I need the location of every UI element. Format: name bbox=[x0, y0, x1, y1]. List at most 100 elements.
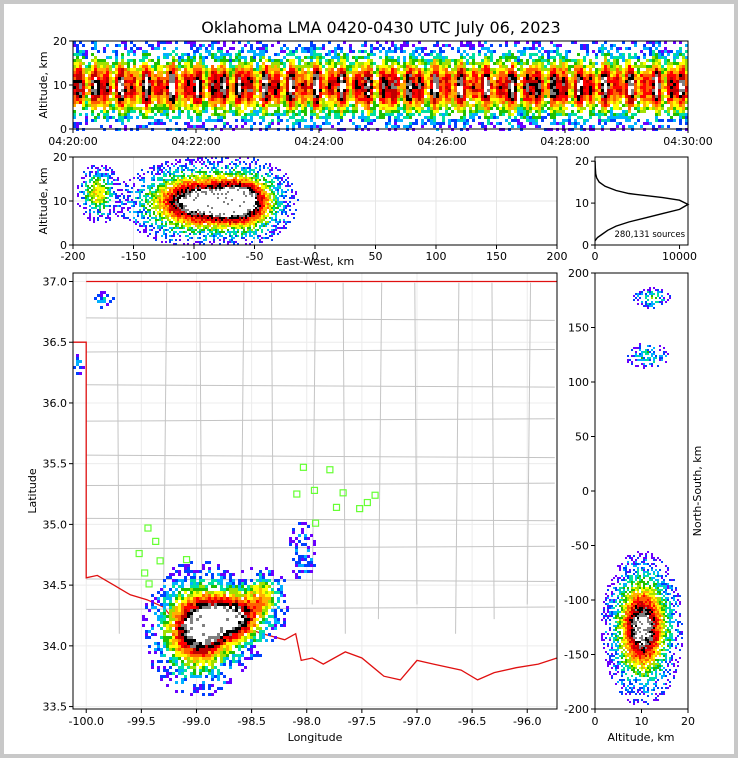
density-cell bbox=[397, 59, 400, 62]
density-cell bbox=[643, 89, 646, 92]
density-cell bbox=[595, 113, 598, 116]
density-cell bbox=[89, 193, 91, 195]
density-cell bbox=[394, 122, 397, 125]
density-cell bbox=[424, 110, 427, 113]
density-cell bbox=[295, 74, 298, 77]
density-cell bbox=[637, 119, 640, 122]
density-cell bbox=[106, 98, 109, 101]
density-cell bbox=[310, 53, 313, 56]
density-cell bbox=[157, 74, 160, 77]
density-cell bbox=[95, 167, 97, 169]
density-cell bbox=[85, 181, 87, 183]
density-cell bbox=[143, 229, 145, 231]
density-cell bbox=[529, 122, 532, 125]
density-cell bbox=[547, 80, 550, 83]
density-cell bbox=[172, 59, 175, 62]
density-cell bbox=[394, 116, 397, 119]
density-cell bbox=[421, 47, 424, 50]
density-cell bbox=[631, 113, 634, 116]
density-cell bbox=[145, 213, 147, 215]
density-cell bbox=[406, 77, 409, 80]
density-cell bbox=[676, 56, 679, 59]
density-cell bbox=[610, 80, 613, 83]
density-cell bbox=[103, 189, 105, 191]
density-cell bbox=[592, 110, 595, 113]
density-cell bbox=[505, 65, 508, 68]
density-cell bbox=[238, 59, 241, 62]
density-cell bbox=[361, 86, 364, 89]
density-cell bbox=[412, 95, 415, 98]
density-cell bbox=[649, 47, 652, 50]
density-cell bbox=[112, 71, 115, 74]
density-cell bbox=[568, 86, 571, 89]
density-cell bbox=[151, 183, 153, 185]
density-cell bbox=[328, 110, 331, 113]
density-cell bbox=[334, 110, 337, 113]
density-cell bbox=[592, 95, 595, 98]
density-cell bbox=[259, 83, 262, 86]
density-cell bbox=[154, 83, 157, 86]
density-cell bbox=[322, 86, 325, 89]
density-cell bbox=[295, 56, 298, 59]
density-cell bbox=[664, 59, 667, 62]
density-cell bbox=[292, 125, 295, 128]
density-cell bbox=[415, 56, 418, 59]
density-cell bbox=[89, 187, 91, 189]
density-cell bbox=[481, 77, 484, 80]
density-cell bbox=[655, 83, 658, 86]
density-cell bbox=[310, 125, 313, 128]
density-cell bbox=[268, 65, 271, 68]
density-cell bbox=[457, 107, 460, 110]
density-cell bbox=[262, 107, 265, 110]
density-cell bbox=[490, 116, 493, 119]
density-cell bbox=[133, 101, 136, 104]
density-cell bbox=[382, 80, 385, 83]
density-cell bbox=[538, 86, 541, 89]
density-cell bbox=[95, 201, 97, 203]
density-cell bbox=[268, 104, 271, 107]
density-cell bbox=[682, 59, 685, 62]
density-cell bbox=[316, 116, 319, 119]
density-cell bbox=[568, 95, 571, 98]
density-cell bbox=[514, 56, 517, 59]
density-cell bbox=[133, 83, 136, 86]
density-cell bbox=[175, 95, 178, 98]
density-cell bbox=[88, 80, 91, 83]
density-cell bbox=[349, 62, 352, 65]
density-cell bbox=[343, 74, 346, 77]
density-cell bbox=[451, 92, 454, 95]
density-cell bbox=[148, 68, 151, 71]
density-cell bbox=[310, 95, 313, 98]
density-cell bbox=[262, 71, 265, 74]
density-cell bbox=[628, 71, 631, 74]
density-cell bbox=[106, 101, 109, 104]
density-cell bbox=[175, 47, 178, 50]
density-cell bbox=[556, 50, 559, 53]
density-cell bbox=[514, 80, 517, 83]
density-cell bbox=[349, 95, 352, 98]
density-cell bbox=[76, 92, 79, 95]
density-cell bbox=[481, 86, 484, 89]
density-cell bbox=[493, 71, 496, 74]
density-cell bbox=[460, 41, 463, 44]
density-cell bbox=[107, 173, 109, 175]
density-cell bbox=[159, 179, 161, 181]
density-cell bbox=[153, 167, 155, 169]
density-cell bbox=[205, 107, 208, 110]
density-cell bbox=[283, 56, 286, 59]
density-cell bbox=[331, 92, 334, 95]
density-cell bbox=[283, 113, 286, 116]
density-cell bbox=[514, 74, 517, 77]
y-tick-label: 10 bbox=[53, 79, 67, 92]
density-cell bbox=[238, 107, 241, 110]
density-cell bbox=[580, 95, 583, 98]
density-cell bbox=[388, 89, 391, 92]
density-cell bbox=[214, 41, 217, 44]
density-cell bbox=[298, 98, 301, 101]
density-cell bbox=[157, 62, 160, 65]
density-cell bbox=[340, 68, 343, 71]
density-cell bbox=[313, 125, 316, 128]
density-cell bbox=[478, 92, 481, 95]
density-cell bbox=[598, 68, 601, 71]
density-cell bbox=[529, 80, 532, 83]
